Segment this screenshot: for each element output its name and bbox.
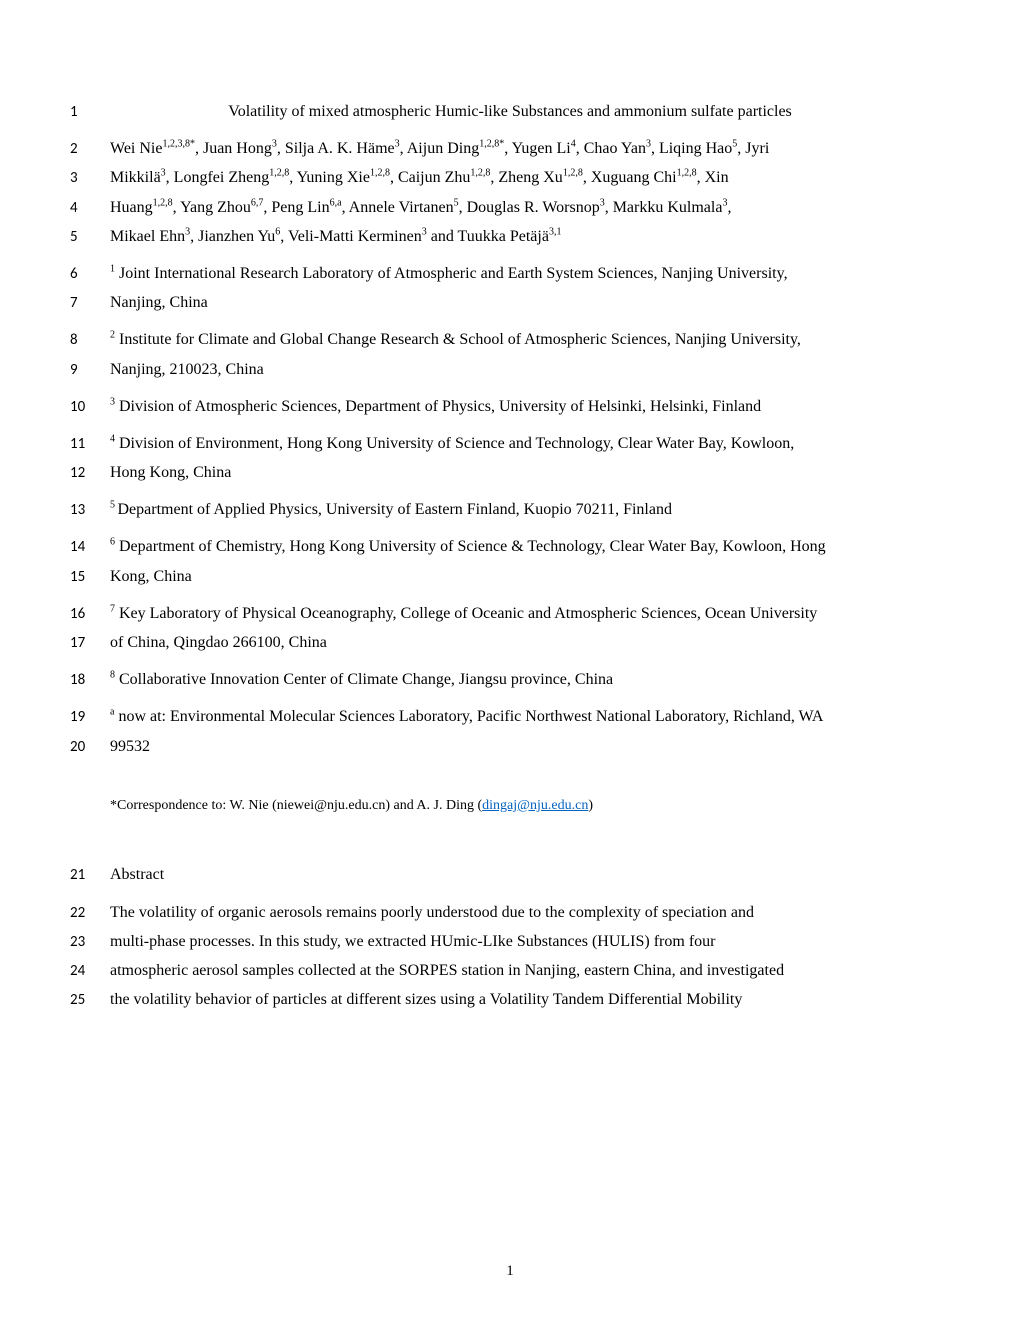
line-number: 1	[70, 100, 110, 121]
affiliation-line: 14 6 Department of Chemistry, Hong Kong …	[70, 535, 910, 558]
line-number: 5	[70, 225, 110, 246]
spacer	[70, 254, 910, 262]
affiliation-text: 5 Department of Applied Physics, Univers…	[110, 498, 910, 521]
abstract-text: The volatility of organic aerosols remai…	[110, 901, 910, 924]
line-number: 9	[70, 358, 110, 379]
affiliation-text: 8 Collaborative Innovation Center of Cli…	[110, 668, 910, 691]
affiliation-line: 19 a now at: Environmental Molecular Sci…	[70, 705, 910, 728]
affiliation-text: Hong Kong, China	[110, 461, 910, 484]
line-number: 23	[70, 930, 110, 951]
correspondence-email-link[interactable]: dingaj@nju.edu.cn	[482, 798, 588, 813]
affiliation-line: 15 Kong, China	[70, 565, 910, 588]
affiliation-line: 13 5 Department of Applied Physics, Univ…	[70, 498, 910, 521]
line-number: 19	[70, 705, 110, 726]
spacer	[70, 129, 910, 137]
line-number: 3	[70, 166, 110, 187]
affiliation-line: 7 Nanjing, China	[70, 291, 910, 314]
spacer	[70, 320, 910, 328]
author-line: 5 Mikael Ehn3, Jianzhen Yu6, Veli-Matti …	[70, 225, 910, 248]
spacer	[70, 387, 910, 395]
article-title: Volatility of mixed atmospheric Humic-li…	[110, 100, 910, 123]
affiliation-line: 11 4 Division of Environment, Hong Kong …	[70, 432, 910, 455]
author-line: 3 Mikkilä3, Longfei Zheng1,2,8, Yuning X…	[70, 166, 910, 189]
line-number: 21	[70, 863, 110, 884]
line-number: 11	[70, 432, 110, 453]
correspondence-suffix: )	[588, 798, 593, 813]
author-text: Mikael Ehn3, Jianzhen Yu6, Veli-Matti Ke…	[110, 225, 910, 248]
spacer	[70, 660, 910, 668]
affiliation-text: a now at: Environmental Molecular Scienc…	[110, 705, 910, 728]
line-number: 13	[70, 498, 110, 519]
spacer	[70, 527, 910, 535]
affiliation-text: 7 Key Laboratory of Physical Oceanograph…	[110, 602, 910, 625]
affiliation-text: of China, Qingdao 266100, China	[110, 631, 910, 654]
line-number: 15	[70, 565, 110, 586]
author-text: Mikkilä3, Longfei Zheng1,2,8, Yuning Xie…	[110, 166, 910, 189]
line-number: 8	[70, 328, 110, 349]
affiliation-line: 10 3 Division of Atmospheric Sciences, D…	[70, 395, 910, 418]
correspondence-line: *Correspondence to: W. Nie (niewei@nju.e…	[110, 796, 910, 816]
abstract-text: multi-phase processes. In this study, we…	[110, 930, 910, 953]
line-number: 7	[70, 291, 110, 312]
line-number: 25	[70, 988, 110, 1009]
line-number: 12	[70, 461, 110, 482]
affiliation-text: 99532	[110, 735, 910, 758]
line-number: 10	[70, 395, 110, 416]
abstract-heading-line: 21 Abstract	[70, 863, 910, 886]
line-number: 22	[70, 901, 110, 922]
abstract-text: atmospheric aerosol samples collected at…	[110, 959, 910, 982]
affiliation-text: 2 Institute for Climate and Global Chang…	[110, 328, 910, 351]
affiliation-line: 12 Hong Kong, China	[70, 461, 910, 484]
spacer	[70, 697, 910, 705]
author-line: 2 Wei Nie1,2,3,8*, Juan Hong3, Silja A. …	[70, 137, 910, 160]
line-number: 4	[70, 196, 110, 217]
abstract-body-line: 25 the volatility behavior of particles …	[70, 988, 910, 1011]
affiliation-line: 20 99532	[70, 735, 910, 758]
affiliation-text: 4 Division of Environment, Hong Kong Uni…	[110, 432, 910, 455]
page-number: 1	[0, 1263, 1020, 1280]
affiliation-line: 17 of China, Qingdao 266100, China	[70, 631, 910, 654]
line-number: 6	[70, 262, 110, 283]
affiliation-text: Nanjing, 210023, China	[110, 358, 910, 381]
line-number: 18	[70, 668, 110, 689]
affiliation-line: 6 1 Joint International Research Laborat…	[70, 262, 910, 285]
author-text: Huang1,2,8, Yang Zhou6,7, Peng Lin6,a, A…	[110, 196, 910, 219]
abstract-body-line: 22 The volatility of organic aerosols re…	[70, 901, 910, 924]
affiliation-text: 1 Joint International Research Laborator…	[110, 262, 910, 285]
line-number: 14	[70, 535, 110, 556]
line-number: 16	[70, 602, 110, 623]
affiliation-text: 6 Department of Chemistry, Hong Kong Uni…	[110, 535, 910, 558]
abstract-text: the volatility behavior of particles at …	[110, 988, 910, 1011]
abstract-body-line: 24 atmospheric aerosol samples collected…	[70, 959, 910, 982]
affiliation-text: Nanjing, China	[110, 291, 910, 314]
line-number: 17	[70, 631, 110, 652]
spacer	[70, 490, 910, 498]
abstract-heading: Abstract	[110, 863, 910, 886]
manuscript-page: 1 Volatility of mixed atmospheric Humic-…	[70, 100, 910, 1017]
spacer	[70, 594, 910, 602]
author-line: 4 Huang1,2,8, Yang Zhou6,7, Peng Lin6,a,…	[70, 196, 910, 219]
abstract-body-line: 23 multi-phase processes. In this study,…	[70, 930, 910, 953]
affiliation-line: 18 8 Collaborative Innovation Center of …	[70, 668, 910, 691]
affiliation-line: 8 2 Institute for Climate and Global Cha…	[70, 328, 910, 351]
title-line: 1 Volatility of mixed atmospheric Humic-…	[70, 100, 910, 123]
author-text: Wei Nie1,2,3,8*, Juan Hong3, Silja A. K.…	[110, 137, 910, 160]
affiliation-line: 16 7 Key Laboratory of Physical Oceanogr…	[70, 602, 910, 625]
line-number: 2	[70, 137, 110, 158]
affiliation-text: Kong, China	[110, 565, 910, 588]
affiliation-text: 3 Division of Atmospheric Sciences, Depa…	[110, 395, 910, 418]
line-number: 24	[70, 959, 110, 980]
spacer	[70, 424, 910, 432]
correspondence-prefix: *Correspondence to: W. Nie (niewei@nju.e…	[110, 798, 482, 813]
affiliation-line: 9 Nanjing, 210023, China	[70, 358, 910, 381]
line-number: 20	[70, 735, 110, 756]
spacer	[70, 893, 910, 901]
